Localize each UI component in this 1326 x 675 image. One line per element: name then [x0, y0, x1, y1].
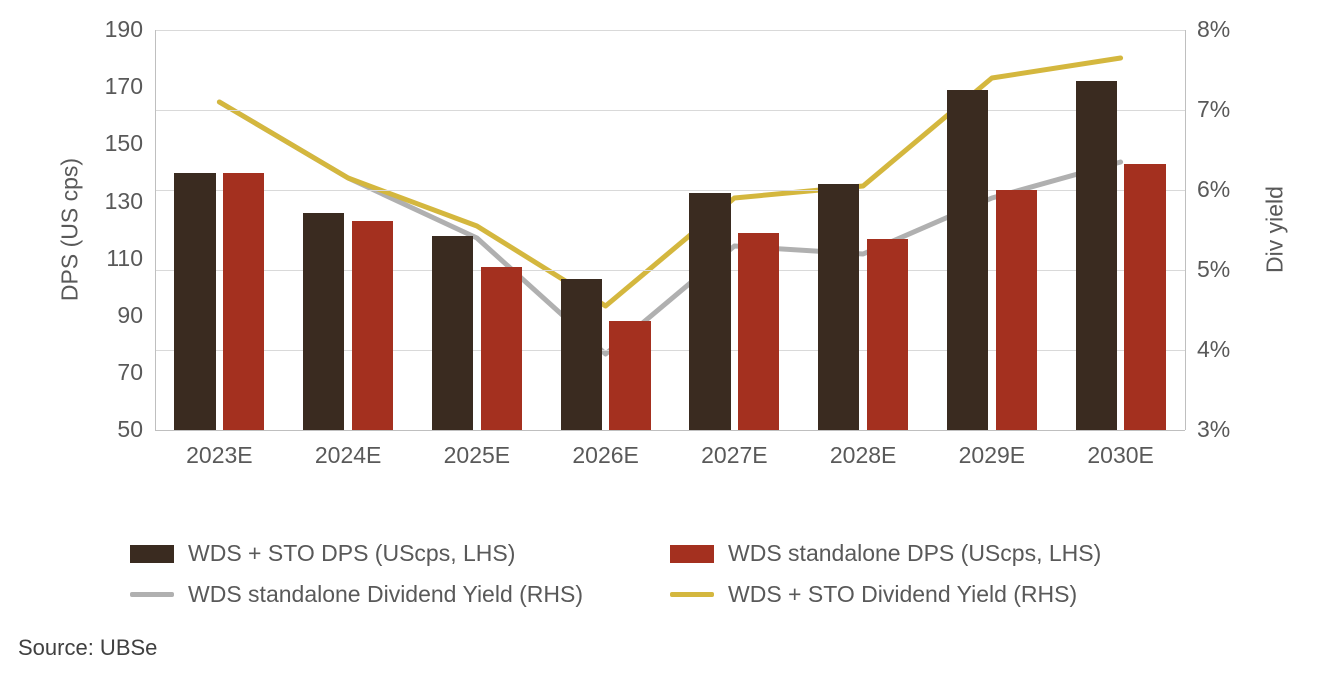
- legend-item-wds_yield: WDS standalone Dividend Yield (RHS): [130, 581, 670, 608]
- bar-wds_sto_dps: [1076, 81, 1117, 430]
- legend-swatch-line: [670, 592, 714, 597]
- legend-swatch-line: [130, 592, 174, 597]
- x-tick-label: 2028E: [799, 442, 928, 469]
- y-left-tick-label: 70: [60, 359, 143, 386]
- bar-wds_sto_dps: [561, 279, 602, 430]
- y-left-tick-label: 130: [60, 188, 143, 215]
- bar-wds_sto_dps: [174, 173, 215, 430]
- source-label: Source: UBSe: [18, 635, 157, 661]
- x-tick-label: 2025E: [413, 442, 542, 469]
- bar-wds_sto_dps: [689, 193, 730, 430]
- bar-wds_dps: [481, 267, 522, 430]
- legend-swatch-rect: [130, 545, 174, 563]
- bar-wds_dps: [609, 321, 650, 430]
- x-tick-label: 2023E: [155, 442, 284, 469]
- axis-border-right: [1185, 30, 1186, 430]
- legend-item-wds_sto_yield: WDS + STO Dividend Yield (RHS): [670, 581, 1210, 608]
- chart-container: DPS (US cps) Div yield 50 70 90 110 130 150 17…: [0, 0, 1326, 675]
- bar-wds_dps: [1124, 164, 1165, 430]
- legend-label: WDS + STO DPS (UScps, LHS): [188, 540, 515, 567]
- y-left-tick-label: 150: [60, 130, 143, 157]
- legend-swatch-rect: [670, 545, 714, 563]
- bar-wds_dps: [352, 221, 393, 430]
- legend-item-wds_sto_dps: WDS + STO DPS (UScps, LHS): [130, 540, 670, 567]
- legend-row: WDS standalone Dividend Yield (RHS) WDS +…: [130, 581, 1210, 608]
- y-right-tick-label: 8%: [1197, 16, 1230, 43]
- x-tick-label: 2030E: [1056, 442, 1185, 469]
- y-right-tick-label: 6%: [1197, 176, 1230, 203]
- bar-wds_dps: [867, 239, 908, 430]
- axis-border-bottom: [155, 430, 1185, 431]
- gridline: [155, 30, 1185, 31]
- y-right-tick-label: 3%: [1197, 416, 1230, 443]
- chart-zone: DPS (US cps) Div yield 50709011013015017…: [60, 20, 1280, 520]
- y-right-tick-label: 7%: [1197, 96, 1230, 123]
- axis-border-left: [155, 30, 156, 430]
- bar-wds_sto_dps: [432, 236, 473, 430]
- legend-item-wds_dps: WDS standalone DPS (UScps, LHS): [670, 540, 1210, 567]
- y-left-tick-label: 170: [60, 73, 143, 100]
- x-tick-label: 2027E: [670, 442, 799, 469]
- legend-label: WDS + STO Dividend Yield (RHS): [728, 581, 1077, 608]
- bar-wds_sto_dps: [818, 184, 859, 430]
- y-axis-left-title: DPS (US cps): [57, 80, 84, 380]
- bar-wds_dps: [223, 173, 264, 430]
- bar-wds_dps: [996, 190, 1037, 430]
- legend-label: WDS standalone DPS (UScps, LHS): [728, 540, 1101, 567]
- y-left-tick-label: 110: [60, 245, 143, 272]
- y-left-tick-label: 190: [60, 16, 143, 43]
- y-right-tick-label: 4%: [1197, 336, 1230, 363]
- y-right-tick-label: 5%: [1197, 256, 1230, 283]
- bar-wds_sto_dps: [303, 213, 344, 430]
- legend-label: WDS standalone Dividend Yield (RHS): [188, 581, 583, 608]
- legend: WDS + STO DPS (UScps, LHS) WDS standalone…: [130, 540, 1210, 622]
- gridline: [155, 110, 1185, 111]
- x-tick-label: 2026E: [541, 442, 670, 469]
- y-left-tick-label: 50: [60, 416, 143, 443]
- bar-wds_sto_dps: [947, 90, 988, 430]
- y-left-tick-label: 90: [60, 302, 143, 329]
- x-tick-label: 2024E: [284, 442, 413, 469]
- bar-wds_dps: [738, 233, 779, 430]
- legend-row: WDS + STO DPS (UScps, LHS) WDS standalone…: [130, 540, 1210, 567]
- x-tick-label: 2029E: [928, 442, 1057, 469]
- y-axis-right-title: Div yield: [1262, 110, 1289, 350]
